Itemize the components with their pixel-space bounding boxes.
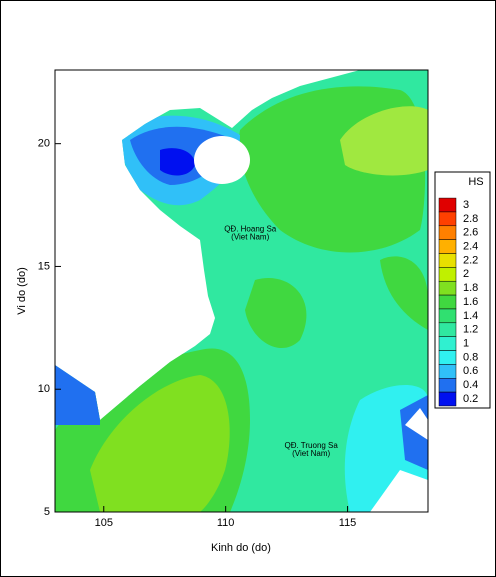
colorbar-swatch — [438, 197, 457, 213]
colorbar-label: 0.8 — [463, 351, 478, 363]
y-tick-label: 5 — [44, 506, 50, 518]
colorbar-label: 0.2 — [463, 393, 478, 405]
y-tick-label: 20 — [38, 138, 50, 150]
colorbar-swatch — [438, 364, 457, 379]
annotation-sub: (Viet Nam) — [231, 233, 269, 242]
colorbar-swatch — [438, 378, 457, 393]
y-axis-label: Vi do (do) — [16, 267, 28, 315]
y-tick-label: 10 — [38, 383, 50, 395]
colorbar-swatch — [438, 391, 457, 407]
x-tick-label: 115 — [339, 517, 357, 529]
colorbar-swatch — [438, 350, 457, 365]
x-tick-label: 105 — [95, 517, 113, 529]
colorbar-swatch — [438, 267, 457, 282]
colorbar-label: 2.6 — [463, 227, 478, 239]
colorbar-swatch — [438, 239, 457, 254]
x-axis-label: Kinh do (do) — [211, 542, 271, 554]
colorbar-label: 0.4 — [463, 379, 478, 391]
colorbar-label: 2.2 — [463, 254, 478, 266]
colorbar-label: 1 — [463, 338, 469, 350]
colorbar-swatch — [438, 211, 457, 227]
colorbar-swatch — [438, 225, 457, 240]
colorbar-label: 2.4 — [463, 240, 478, 252]
colorbar-label: 1.6 — [463, 296, 478, 308]
colorbar-swatch — [438, 336, 457, 351]
plot-border — [54, 69, 429, 513]
colorbar-swatch — [438, 294, 457, 310]
annotation: QĐ. Hoang Sa — [224, 225, 277, 234]
y-tick-label: 15 — [38, 260, 50, 272]
colorbar-swatch — [438, 322, 457, 337]
colorbar-label: 0.6 — [463, 365, 478, 377]
colorbar-label: 1.2 — [463, 324, 478, 336]
annotation: QĐ. Truong Sa — [284, 441, 338, 450]
colorbar-label: 2.8 — [463, 213, 478, 225]
annotation-sub: (Viet Nam) — [292, 449, 330, 458]
colorbar-label: 1.8 — [463, 282, 478, 294]
colorbar-label: 2 — [463, 268, 469, 280]
colorbar-swatch — [438, 280, 457, 296]
colorbar-swatch — [438, 308, 457, 324]
contour-field — [55, 70, 428, 512]
colorbar-swatch — [438, 253, 457, 268]
colorbar-label: 1.4 — [463, 310, 478, 322]
colorbar-title: HS — [468, 176, 483, 188]
colorbar-label: 3 — [463, 199, 469, 211]
x-tick-label: 110 — [217, 517, 235, 529]
